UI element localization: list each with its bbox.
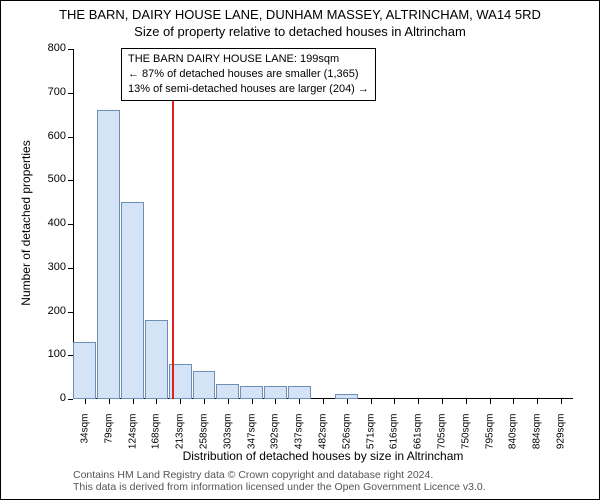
x-tick-label: 661sqm xyxy=(413,414,424,464)
x-tick-label: 929sqm xyxy=(556,414,567,464)
x-tick-label: 124sqm xyxy=(127,414,138,464)
legend-line1: THE BARN DAIRY HOUSE LANE: 199sqm xyxy=(128,52,369,67)
histogram-bar xyxy=(240,386,263,399)
x-tick xyxy=(394,399,395,404)
y-tick xyxy=(68,93,73,94)
y-tick xyxy=(68,268,73,269)
x-tick xyxy=(85,399,86,404)
legend-box: THE BARN DAIRY HOUSE LANE: 199sqm ← 87% … xyxy=(121,48,376,101)
x-tick xyxy=(133,399,134,404)
x-tick-label: 258sqm xyxy=(198,414,209,464)
x-tick-label: 34sqm xyxy=(79,414,90,464)
y-tick-label: 800 xyxy=(38,42,66,54)
histogram-bar xyxy=(335,394,358,399)
x-tick xyxy=(228,399,229,404)
x-tick xyxy=(371,399,372,404)
x-tick-label: 526sqm xyxy=(341,414,352,464)
y-tick xyxy=(68,224,73,225)
y-tick-label: 300 xyxy=(38,261,66,273)
x-tick-label: 392sqm xyxy=(270,414,281,464)
x-tick-label: 437sqm xyxy=(294,414,305,464)
x-tick-label: 705sqm xyxy=(437,414,448,464)
x-tick xyxy=(537,399,538,404)
x-tick xyxy=(323,399,324,404)
chart-title-line1: THE BARN, DAIRY HOUSE LANE, DUNHAM MASSE… xyxy=(1,1,599,22)
x-tick-label: 482sqm xyxy=(318,414,329,464)
chart-container: THE BARN, DAIRY HOUSE LANE, DUNHAM MASSE… xyxy=(0,0,600,500)
chart-footer: Contains HM Land Registry data © Crown c… xyxy=(73,469,486,493)
footer-line3: This data is derived from information li… xyxy=(73,481,486,493)
chart-title-line2: Size of property relative to detached ho… xyxy=(1,22,599,39)
y-tick xyxy=(68,355,73,356)
x-tick-label: 795sqm xyxy=(484,414,495,464)
x-tick xyxy=(109,399,110,404)
x-tick xyxy=(275,399,276,404)
x-tick xyxy=(299,399,300,404)
y-tick-label: 0 xyxy=(38,392,66,404)
x-tick xyxy=(156,399,157,404)
histogram-bar xyxy=(216,384,239,399)
x-tick-label: 571sqm xyxy=(365,414,376,464)
x-tick xyxy=(418,399,419,404)
x-tick-label: 168sqm xyxy=(151,414,162,464)
x-tick-label: 884sqm xyxy=(532,414,543,464)
x-tick xyxy=(347,399,348,404)
histogram-bar xyxy=(288,386,311,399)
histogram-bar xyxy=(73,342,96,399)
legend-line3: 13% of semi-detached houses are larger (… xyxy=(128,82,369,97)
histogram-bar xyxy=(264,386,287,399)
y-tick-label: 600 xyxy=(38,130,66,142)
x-tick xyxy=(466,399,467,404)
x-tick-label: 79sqm xyxy=(103,414,114,464)
x-tick xyxy=(513,399,514,404)
y-axis-label: Number of detached properties xyxy=(19,123,33,323)
x-tick xyxy=(252,399,253,404)
y-tick xyxy=(68,399,73,400)
x-tick-label: 347sqm xyxy=(246,414,257,464)
footer-line1: Contains HM Land Registry data © Crown c… xyxy=(73,469,486,481)
x-tick xyxy=(180,399,181,404)
x-tick-label: 750sqm xyxy=(460,414,471,464)
x-tick-label: 213sqm xyxy=(175,414,186,464)
x-tick xyxy=(442,399,443,404)
y-tick-label: 400 xyxy=(38,217,66,229)
x-tick-label: 303sqm xyxy=(222,414,233,464)
y-tick xyxy=(68,137,73,138)
histogram-bar xyxy=(145,320,168,399)
y-tick xyxy=(68,180,73,181)
property-marker-line xyxy=(172,49,174,399)
y-tick-label: 100 xyxy=(38,348,66,360)
y-tick-label: 700 xyxy=(38,86,66,98)
histogram-bar xyxy=(97,110,120,399)
x-tick xyxy=(204,399,205,404)
x-tick-label: 840sqm xyxy=(508,414,519,464)
histogram-bar xyxy=(121,202,144,399)
x-tick xyxy=(490,399,491,404)
x-tick xyxy=(561,399,562,404)
histogram-bar xyxy=(193,371,216,399)
x-tick-label: 616sqm xyxy=(389,414,400,464)
y-tick xyxy=(68,49,73,50)
plot-area xyxy=(73,49,573,399)
y-tick-label: 200 xyxy=(38,305,66,317)
y-tick xyxy=(68,312,73,313)
legend-line2: ← 87% of detached houses are smaller (1,… xyxy=(128,67,369,82)
y-tick-label: 500 xyxy=(38,173,66,185)
